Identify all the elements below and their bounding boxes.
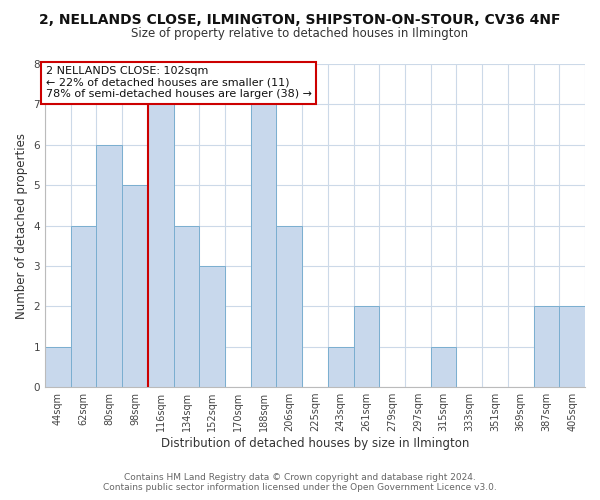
Text: 2, NELLANDS CLOSE, ILMINGTON, SHIPSTON-ON-STOUR, CV36 4NF: 2, NELLANDS CLOSE, ILMINGTON, SHIPSTON-O… <box>39 12 561 26</box>
Bar <box>173 226 199 387</box>
Bar <box>199 266 225 387</box>
Bar <box>122 185 148 387</box>
Text: Contains public sector information licensed under the Open Government Licence v3: Contains public sector information licen… <box>103 484 497 492</box>
Bar <box>559 306 585 387</box>
Text: Contains HM Land Registry data © Crown copyright and database right 2024.: Contains HM Land Registry data © Crown c… <box>124 474 476 482</box>
Bar <box>533 306 559 387</box>
Bar <box>431 346 457 387</box>
Bar <box>251 104 277 387</box>
Y-axis label: Number of detached properties: Number of detached properties <box>15 132 28 318</box>
Bar <box>97 145 122 387</box>
X-axis label: Distribution of detached houses by size in Ilmington: Distribution of detached houses by size … <box>161 437 469 450</box>
Text: Size of property relative to detached houses in Ilmington: Size of property relative to detached ho… <box>131 28 469 40</box>
Bar <box>277 226 302 387</box>
Text: 2 NELLANDS CLOSE: 102sqm
← 22% of detached houses are smaller (11)
78% of semi-d: 2 NELLANDS CLOSE: 102sqm ← 22% of detach… <box>46 66 311 99</box>
Bar <box>353 306 379 387</box>
Bar <box>328 346 353 387</box>
Bar <box>148 104 173 387</box>
Bar <box>45 346 71 387</box>
Bar <box>71 226 97 387</box>
